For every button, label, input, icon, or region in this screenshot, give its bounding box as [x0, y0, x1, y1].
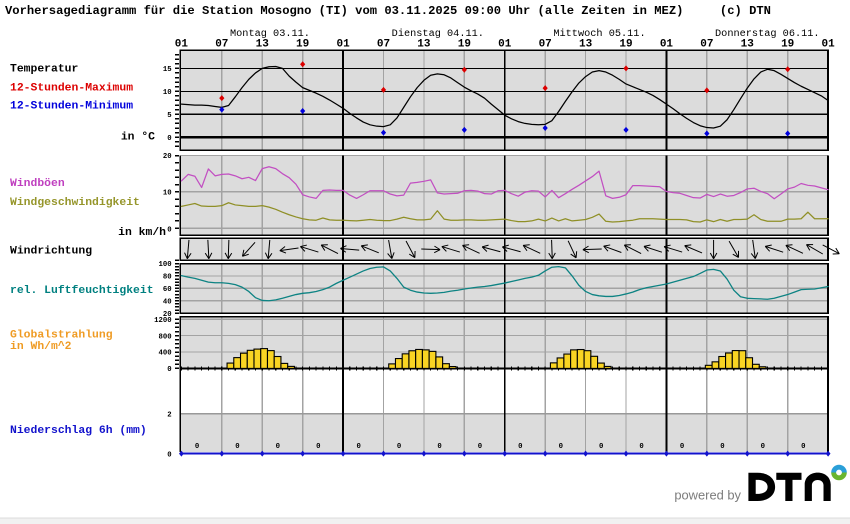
svg-text:0: 0	[518, 443, 522, 451]
svg-text:07: 07	[215, 39, 228, 51]
svg-text:0: 0	[356, 443, 360, 451]
svg-text:40: 40	[163, 298, 172, 306]
svg-text:10: 10	[163, 190, 172, 198]
svg-text:01: 01	[660, 39, 674, 51]
svg-text:Windrichtung: Windrichtung	[10, 246, 92, 258]
svg-text:0: 0	[680, 443, 684, 451]
svg-text:Globalstrahlung: Globalstrahlung	[10, 329, 113, 341]
svg-text:15: 15	[163, 66, 172, 74]
svg-text:13: 13	[256, 39, 270, 51]
svg-text:rel. Luftfeuchtigkeit: rel. Luftfeuchtigkeit	[10, 285, 154, 297]
svg-text:Niederschlag 6h (mm): Niederschlag 6h (mm)	[10, 425, 147, 437]
svg-text:100: 100	[158, 261, 171, 269]
svg-text:0: 0	[599, 443, 603, 451]
svg-text:in °C: in °C	[121, 131, 155, 143]
svg-text:0: 0	[167, 135, 171, 143]
svg-text:0: 0	[801, 443, 805, 451]
svg-text:20: 20	[163, 153, 172, 161]
svg-text:Windgeschwindigkeit: Windgeschwindigkeit	[10, 197, 140, 209]
svg-text:in Wh/m^2: in Wh/m^2	[10, 341, 72, 353]
svg-text:19: 19	[296, 39, 309, 51]
svg-text:10: 10	[163, 89, 172, 97]
svg-text:Windböen: Windböen	[10, 178, 65, 190]
svg-text:Montag 03.11.: Montag 03.11.	[230, 28, 310, 40]
svg-text:Mittwoch 05.11.: Mittwoch 05.11.	[553, 28, 645, 40]
svg-text:0: 0	[195, 443, 199, 451]
svg-text:07: 07	[539, 39, 552, 51]
svg-text:1200: 1200	[154, 317, 172, 325]
svg-text:0: 0	[478, 443, 482, 451]
svg-text:0: 0	[276, 443, 280, 451]
svg-text:60: 60	[163, 286, 172, 294]
svg-text:12-Stunden-Maximum: 12-Stunden-Maximum	[10, 83, 133, 95]
svg-text:Dienstag 04.11.: Dienstag 04.11.	[392, 28, 484, 40]
svg-text:5: 5	[167, 112, 171, 120]
svg-text:0: 0	[316, 443, 320, 451]
svg-text:13: 13	[417, 39, 431, 51]
svg-text:Temperatur: Temperatur	[10, 63, 79, 75]
svg-text:01: 01	[175, 39, 189, 51]
svg-text:20: 20	[163, 311, 172, 319]
svg-text:Donnerstag 06.11.: Donnerstag 06.11.	[715, 28, 820, 40]
svg-text:powered by: powered by	[674, 487, 741, 502]
svg-text:07: 07	[700, 39, 713, 51]
svg-text:Vorhersagediagramm für die Sta: Vorhersagediagramm für die Station Mosog…	[5, 4, 771, 18]
svg-text:12-Stunden-Minimum: 12-Stunden-Minimum	[10, 101, 133, 113]
svg-text:0: 0	[639, 443, 643, 451]
svg-text:01: 01	[498, 39, 512, 51]
svg-text:19: 19	[619, 39, 632, 51]
svg-text:in km/h: in km/h	[118, 227, 166, 239]
svg-text:2: 2	[167, 411, 171, 419]
svg-text:0: 0	[559, 443, 563, 451]
svg-text:19: 19	[458, 39, 471, 51]
svg-text:0: 0	[167, 451, 171, 459]
svg-text:400: 400	[158, 350, 171, 358]
svg-text:19: 19	[781, 39, 794, 51]
svg-text:0: 0	[235, 443, 239, 451]
svg-text:01: 01	[336, 39, 350, 51]
svg-text:0: 0	[167, 366, 171, 374]
svg-text:0: 0	[167, 226, 171, 234]
svg-text:0: 0	[720, 443, 724, 451]
svg-text:01: 01	[821, 39, 835, 51]
svg-text:07: 07	[377, 39, 390, 51]
svg-text:13: 13	[579, 39, 593, 51]
svg-text:0: 0	[761, 443, 765, 451]
svg-text:80: 80	[163, 274, 172, 282]
svg-text:800: 800	[158, 333, 171, 341]
svg-text:13: 13	[741, 39, 755, 51]
svg-text:0: 0	[397, 443, 401, 451]
svg-text:0: 0	[437, 443, 441, 451]
